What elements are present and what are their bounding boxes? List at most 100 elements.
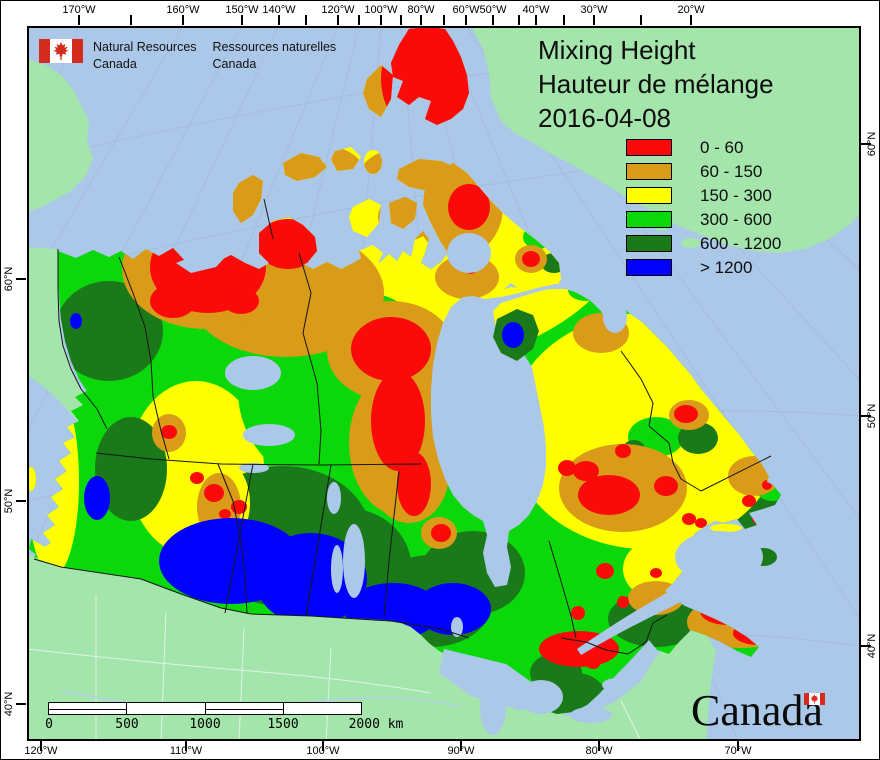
- legend-label: 600 - 1200: [700, 233, 782, 253]
- axis-label-right: 40°N: [866, 633, 878, 659]
- title-date: 2016-04-08: [538, 103, 671, 133]
- axis-tick: [563, 15, 565, 25]
- axis-label-top: 160°W: [166, 4, 200, 16]
- title-line-english: Mixing Height: [538, 35, 696, 65]
- belcher-patch: [493, 309, 539, 361]
- legend-label: > 1200: [700, 257, 753, 277]
- axis-label-bottom: 110°W: [169, 745, 203, 757]
- legend-label: 0 - 60: [700, 137, 744, 157]
- axis-tick: [690, 15, 692, 25]
- map-frame: [27, 26, 861, 741]
- st-lawrence-river: [577, 557, 721, 655]
- axis-label-bottom: 80°W: [585, 745, 613, 757]
- canada-wordmark: Canada: [691, 689, 825, 733]
- lake-athabasca: [239, 463, 269, 473]
- legend-swatch-orange: [626, 163, 672, 180]
- scale-bar: [48, 702, 362, 715]
- axis-tick: [640, 15, 642, 25]
- lake-winnipegosis: [331, 545, 343, 593]
- axis-label-top: 120°W: [321, 4, 355, 16]
- axis-tick: [305, 15, 307, 25]
- legend-item: 300 - 600: [626, 209, 781, 229]
- axis-tick: [380, 15, 382, 25]
- axis-tick: [358, 15, 360, 25]
- axis-tick: [861, 415, 871, 417]
- legend-swatch-red: [626, 139, 672, 156]
- axis-tick: [465, 15, 467, 25]
- axis-tick: [337, 15, 339, 25]
- axis-tick: [182, 15, 184, 25]
- axis-tick: [420, 15, 422, 25]
- lake-ontario: [602, 678, 634, 692]
- axis-tick: [130, 15, 132, 25]
- scale-segment: [205, 703, 284, 714]
- scale-segment: [284, 703, 361, 714]
- axis-tick: [460, 741, 462, 751]
- axis-label-top: 50°W: [479, 4, 507, 16]
- axis-tick: [535, 15, 537, 25]
- axis-label-bottom: 100°W: [306, 745, 340, 757]
- axis-tick: [278, 15, 280, 25]
- scale-label: 0: [45, 717, 53, 732]
- axis-label-left: 40°N: [3, 691, 15, 717]
- axis-tick: [861, 645, 871, 647]
- legend-item: 60 - 150: [626, 161, 781, 181]
- axis-tick: [400, 15, 402, 25]
- axis-label-top: 100°W: [364, 4, 398, 16]
- axis-label-top: 140°W: [262, 4, 296, 16]
- great-slave-lake: [243, 424, 295, 446]
- legend-swatch-darkgreen: [626, 235, 672, 252]
- gulf-of-st-lawrence: [675, 531, 763, 583]
- axis-label-right: 60°N: [866, 131, 878, 157]
- map-title: Mixing Height Hauteur de mélange 2016-04…: [538, 33, 774, 135]
- axis-label-top: 150°W: [225, 4, 259, 16]
- alaska: [28, 247, 113, 445]
- axis-tick: [40, 741, 42, 751]
- axis-tick: [185, 741, 187, 751]
- legend-label: 300 - 600: [700, 209, 772, 229]
- legend-item: 150 - 300: [626, 186, 781, 205]
- scale-label: 1500: [267, 717, 299, 732]
- province-borders: [33, 198, 772, 655]
- water-bodies: [176, 233, 763, 735]
- logo-text-french: Ressources naturelles Canada: [212, 40, 337, 71]
- legend-item: > 1200: [626, 257, 781, 277]
- legend-label: 60 - 150: [700, 161, 763, 181]
- axis-tick: [241, 15, 243, 25]
- lake-huron: [519, 680, 563, 714]
- lake-erie: [570, 707, 612, 723]
- logo-text-english: Natural Resources Canada: [93, 40, 197, 71]
- axis-label-top: 80°W: [407, 4, 435, 16]
- axis-tick: [593, 15, 595, 25]
- axis-label-top: 30°W: [580, 4, 608, 16]
- lake-michigan: [480, 679, 506, 735]
- axis-label-top: 170°W: [62, 4, 96, 16]
- axis-label-left: 60°N: [3, 266, 15, 292]
- axis-tick: [598, 741, 600, 751]
- axis-tick: [518, 15, 520, 25]
- scale-segment: [49, 703, 128, 714]
- legend-swatch-green: [626, 211, 672, 228]
- axis-tick: [737, 741, 739, 751]
- axis-label-bottom: 90°W: [447, 745, 475, 757]
- siberia: [28, 59, 93, 211]
- legend-item: 0 - 60: [626, 137, 781, 157]
- wordmark-flag-icon: [803, 693, 825, 705]
- legend-swatch-yellow: [626, 187, 672, 204]
- legend-swatch-blue: [626, 259, 672, 276]
- axis-label-right: 50°N: [866, 403, 878, 429]
- ungava-bay: [603, 301, 627, 333]
- axis-label-left: 50°N: [3, 488, 15, 514]
- legend-item: 600 - 1200: [626, 233, 782, 253]
- axis-label-top: 60°W: [452, 4, 480, 16]
- axis-label-bottom: 120°W: [24, 745, 58, 757]
- axis-tick: [861, 143, 871, 145]
- nrcan-logo: Natural Resources Canada Ressources natu…: [39, 39, 350, 73]
- title-line-french: Hauteur de mélange: [538, 69, 774, 99]
- hudson-bay: [431, 284, 621, 587]
- scale-label: 500: [115, 717, 139, 732]
- canada-flag-icon: [39, 39, 83, 63]
- axis-label-top: 20°W: [677, 4, 705, 16]
